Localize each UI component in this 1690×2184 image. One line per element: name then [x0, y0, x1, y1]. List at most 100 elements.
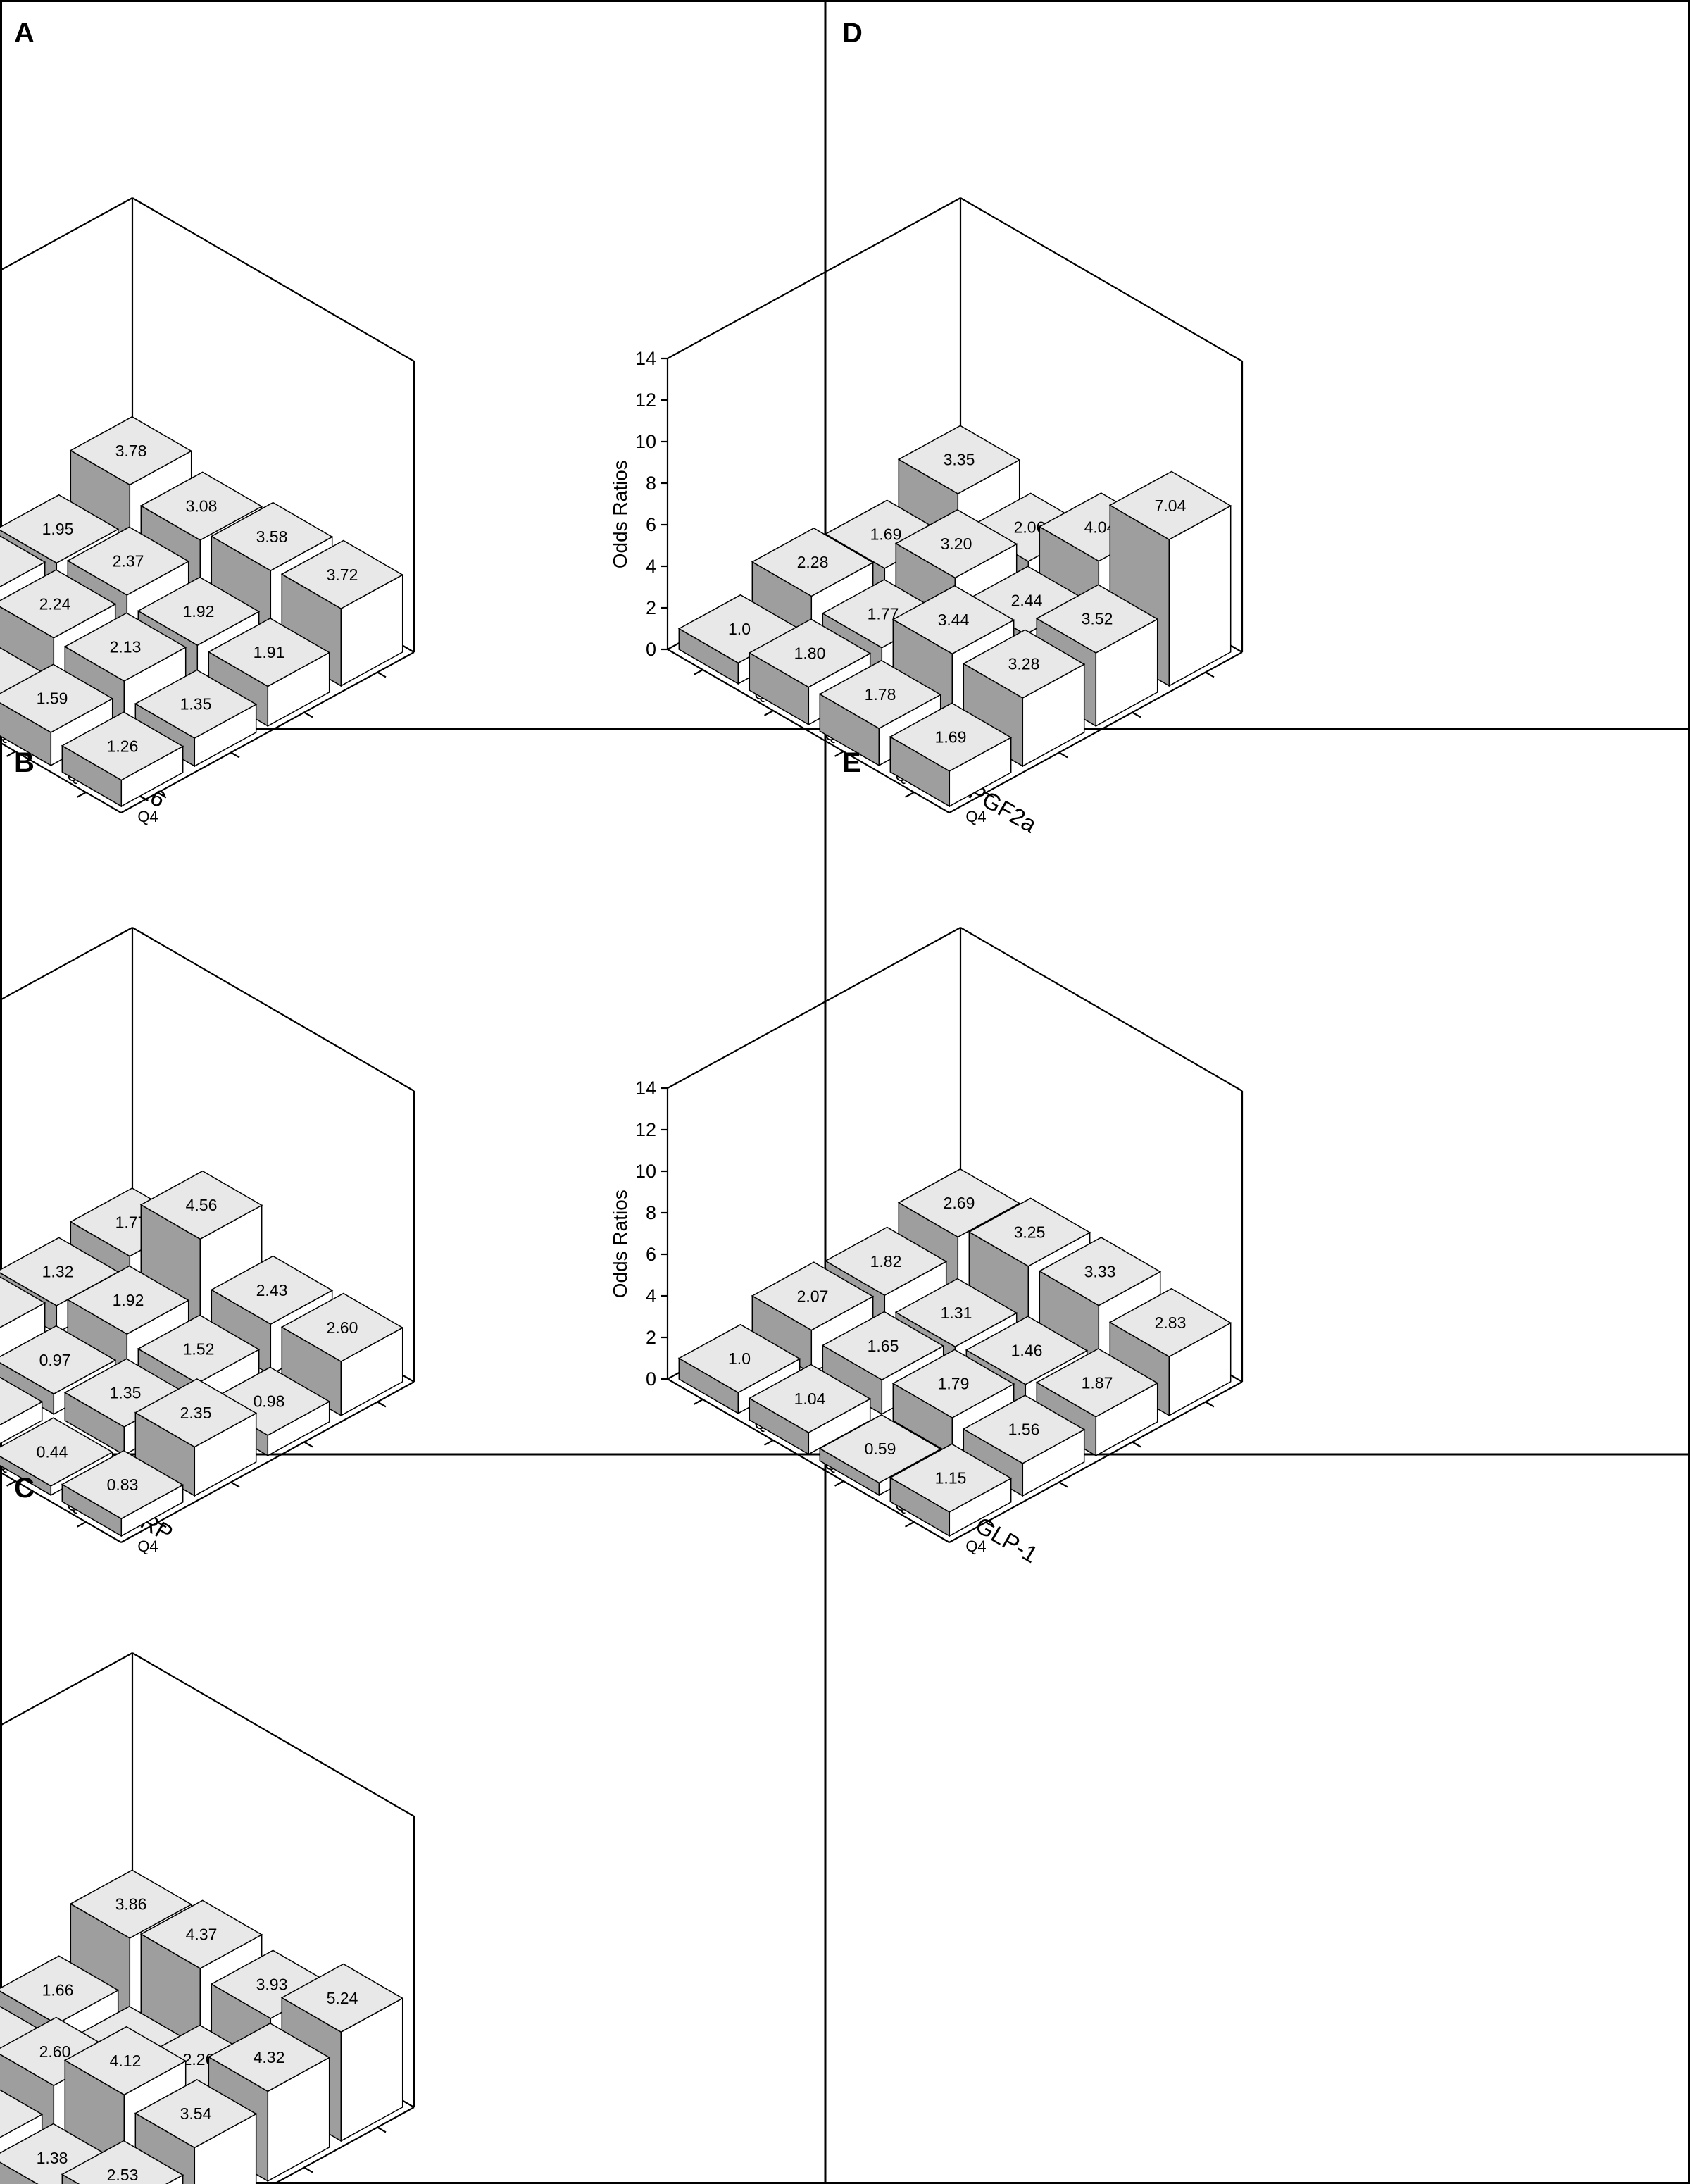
- z-tick-label: 14: [635, 348, 656, 369]
- bar-value-label: 0.44: [37, 1443, 68, 1461]
- z-tick-label: 14: [635, 1078, 656, 1099]
- bar: 1.59: [0, 663, 114, 767]
- z-tick-label: 12: [635, 389, 656, 411]
- panel-letter: E: [842, 747, 861, 778]
- depth-tick-mark: [1132, 1441, 1141, 1448]
- depth-tick-mark: [157, 792, 167, 799]
- bar-value-label: 4.32: [254, 2048, 285, 2066]
- bar-value-label: 2.37: [113, 552, 144, 570]
- bar-value-label: 2.69: [944, 1194, 975, 1212]
- bar-top-face: [962, 1394, 1086, 1464]
- quartile-tick-mark: [693, 669, 703, 675]
- depth-tick-mark: [377, 1401, 387, 1408]
- left-wall-top-edge: [0, 1652, 133, 1727]
- quartile-tick-mark: [76, 792, 87, 798]
- bar-top-face: [134, 669, 258, 739]
- right-wall-top-edge: [960, 197, 1243, 362]
- bar-top-face: [748, 1364, 872, 1433]
- bar-value-label: 1.0: [728, 1349, 751, 1368]
- bar-value-label: 2.53: [107, 2166, 139, 2184]
- bar-top-face: [751, 1261, 875, 1331]
- bar-top-face: [69, 416, 193, 486]
- bar-top-face: [134, 2078, 258, 2149]
- bar-top-face: [751, 528, 875, 597]
- quartile-tick-mark: [76, 1521, 87, 1528]
- bar-value-label: 4.37: [186, 1926, 218, 1944]
- bar-top-face: [280, 539, 404, 609]
- bar-value-label: 2.24: [39, 594, 71, 613]
- bar-top-face: [889, 1443, 1013, 1513]
- bar-value-label: 1.0: [728, 620, 751, 638]
- bar-top-face: [61, 711, 184, 781]
- bar-value-label: 2.13: [110, 638, 142, 656]
- bar-value-label: 0.83: [107, 1475, 139, 1494]
- bar-top-face: [207, 618, 331, 687]
- bar-top-face: [677, 594, 801, 664]
- floor-front-right-edge: [949, 1381, 1243, 1543]
- z-tick-label: 10: [635, 431, 656, 452]
- bar-value-label: 1.69: [935, 728, 967, 747]
- bar-top-face: [0, 1276, 46, 1328]
- bar-top-face: [0, 2016, 117, 2086]
- bar-value-label: 1.66: [42, 1981, 74, 1999]
- bar-top-face: [748, 618, 872, 688]
- bar-value-label: 1.26: [107, 737, 139, 755]
- bar: 3.28: [962, 629, 1086, 768]
- panel-letter: C: [14, 1473, 35, 1504]
- bar-top-face: [0, 1237, 120, 1306]
- bar-top-face: [897, 1168, 1021, 1238]
- floor-front-right-edge: [120, 1381, 415, 1543]
- bar-value-label: 1.78: [865, 685, 896, 704]
- bar-value-label: 1.35: [180, 695, 212, 713]
- bar: 1.15: [889, 1443, 1013, 1537]
- bar-value-label: 1.38: [37, 2149, 68, 2167]
- depth-tick-mark: [1058, 751, 1068, 759]
- bar-top-face: [0, 1417, 114, 1487]
- bar-top-face: [824, 1226, 948, 1296]
- right-wall-top-edge: [132, 1652, 415, 1817]
- bar-top-face: [1108, 1287, 1232, 1358]
- bar-top-face: [280, 1292, 404, 1362]
- bar-top-face: [891, 1349, 1015, 1418]
- quartile-tick-mark: [763, 1440, 774, 1446]
- bar-top-face: [824, 499, 948, 569]
- bar-value-label: 2.28: [797, 553, 829, 571]
- depth-tick-mark: [230, 751, 240, 759]
- bar-value-label: 2.44: [1011, 592, 1043, 610]
- right-wall-top-edge: [132, 197, 415, 362]
- bar-top-face: [280, 1963, 404, 2033]
- bar-top-face: [137, 576, 261, 647]
- bar-top-face: [968, 1197, 1091, 1267]
- z-tick-label: 2: [646, 1327, 656, 1348]
- bar-value-label: 1.82: [870, 1252, 902, 1271]
- quartile-tick-label: Q4: [137, 808, 158, 825]
- bar-top-face: [0, 2089, 44, 2138]
- bar-value-label: 1.79: [938, 1375, 970, 1393]
- bar-top-face: [0, 1325, 117, 1395]
- bar-value-label: 2.07: [797, 1287, 829, 1305]
- quartile-tick-mark: [904, 792, 915, 798]
- bar-value-label: 3.28: [1008, 655, 1040, 673]
- floor-front-left-edge: [0, 741, 122, 813]
- depth-tick-mark: [230, 1481, 240, 1488]
- floor-front-right-edge: [949, 651, 1243, 813]
- right-wall-top-edge: [132, 927, 415, 1092]
- z-tick-label: 10: [635, 1161, 656, 1182]
- panel-b: B02468101214Odds RatiosQ1Q2Q3Q4Q1Q2Q3Q4Q…: [0, 747, 415, 1555]
- bar-value-label: 1.35: [110, 1384, 142, 1402]
- bar-value-label: 3.35: [944, 451, 975, 469]
- bar-top-face: [69, 1869, 193, 1939]
- panel-letter: D: [842, 18, 863, 49]
- bar-value-label: 3.20: [941, 535, 972, 553]
- bar-top-face: [61, 1449, 184, 1520]
- bar-value-label: 7.04: [1155, 497, 1187, 515]
- bar-top-face: [63, 612, 187, 682]
- bar-value-label: 2.35: [180, 1404, 212, 1422]
- floor-front-right-edge: [272, 2107, 415, 2184]
- bar-value-label: 1.04: [794, 1390, 826, 1408]
- bar: 1.26: [61, 711, 184, 808]
- panel-letter: B: [14, 747, 35, 778]
- bar-top-face: [0, 647, 44, 696]
